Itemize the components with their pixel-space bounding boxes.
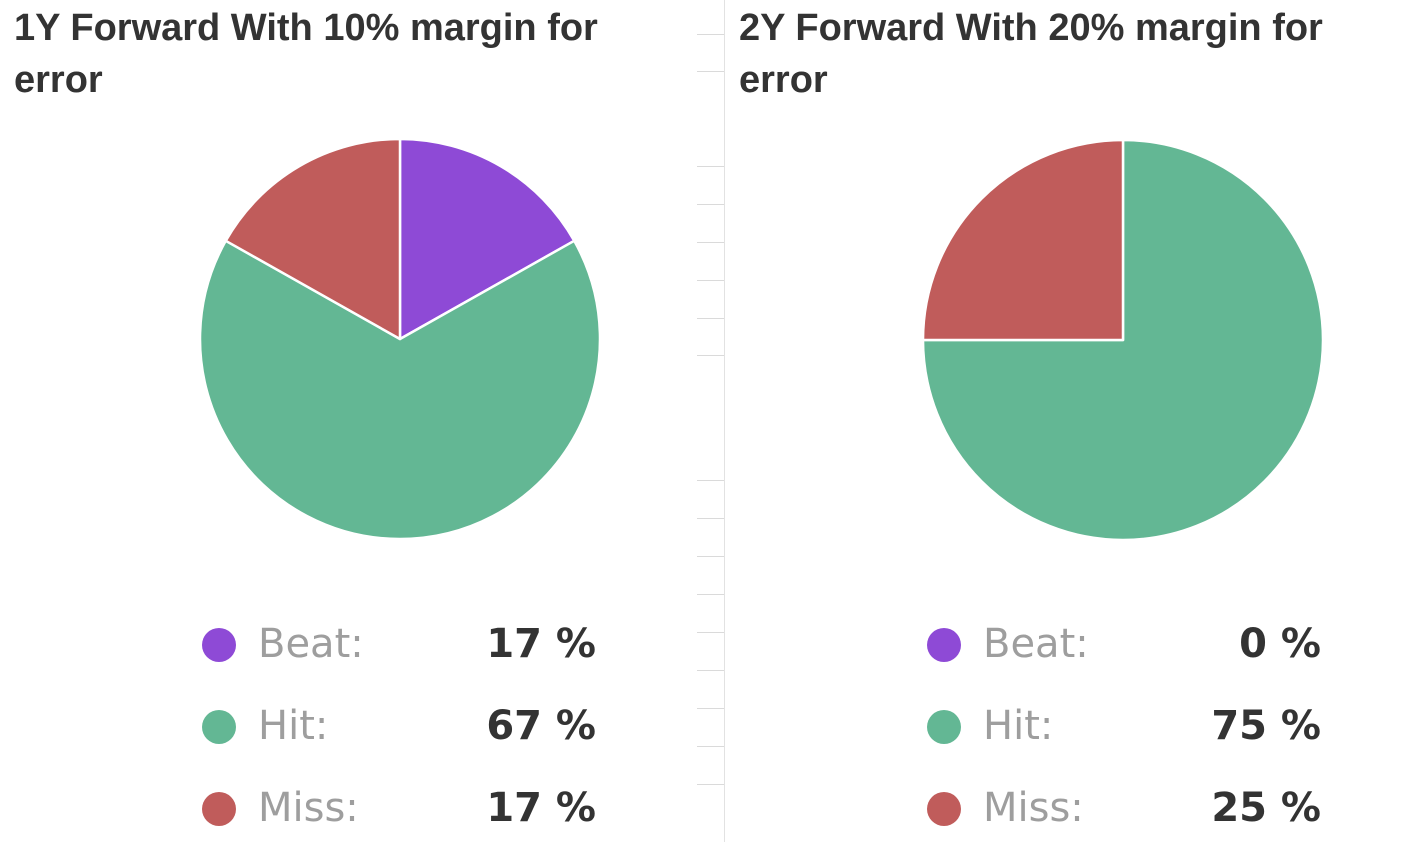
legend-value: 67 %: [486, 703, 596, 749]
divider-tick: [697, 670, 724, 671]
legend-swatch-miss: [202, 792, 236, 826]
legend-item-beat: Beat: 17 %: [200, 604, 620, 686]
legend-swatch-miss: [927, 792, 961, 826]
divider-tick: [697, 518, 724, 519]
divider-tick: [697, 71, 724, 72]
legend-swatch-hit: [927, 710, 961, 744]
legend-item-hit: Hit: 75 %: [925, 686, 1345, 768]
legend-label: Miss:: [258, 785, 359, 831]
pie-slice-beat: [398, 137, 576, 341]
legend-value: 17 %: [486, 785, 596, 831]
divider-tick: [697, 480, 724, 481]
divider-tick: [697, 166, 724, 167]
legend-swatch-beat: [927, 628, 961, 662]
chart-panel-2y: 2Y Forward With 20% margin for error Bea…: [725, 0, 1418, 842]
pie-slice-hit: [198, 239, 602, 541]
legend-item-hit: Hit: 67 %: [200, 686, 620, 768]
legend-label: Hit:: [258, 703, 329, 749]
legend-value: 17 %: [486, 621, 596, 667]
legend-value: 0 %: [1239, 621, 1321, 667]
legend: Beat: 0 % Hit: 75 % Miss: 25 %: [925, 604, 1345, 850]
pie-chart: [198, 137, 602, 541]
divider-tick: [697, 594, 724, 595]
legend: Beat: 17 % Hit: 67 % Miss: 17 %: [200, 604, 620, 850]
legend-label: Hit:: [983, 703, 1054, 749]
divider-tick: [697, 708, 724, 709]
chart-panel-1y: 1Y Forward With 10% margin for error Bea…: [14, 7, 602, 831]
divider-tick: [697, 242, 724, 243]
divider-tick: [697, 632, 724, 633]
divider-tick: [697, 34, 724, 35]
chart-title: 1Y Forward With 10% margin for error: [14, 7, 598, 101]
legend-label: Beat:: [983, 621, 1089, 667]
legend-swatch-beat: [202, 628, 236, 662]
pie-slice-miss: [921, 138, 1125, 342]
legend-value: 25 %: [1211, 785, 1321, 831]
legend-label: Miss:: [983, 785, 1084, 831]
panel-divider: [724, 0, 725, 842]
pie-slice-hit: [921, 138, 1325, 542]
divider-tick: [697, 746, 724, 747]
legend-item-miss: Miss: 17 %: [200, 768, 620, 850]
divider-tick: [697, 784, 724, 785]
divider-tick: [697, 355, 724, 356]
pie-slice-miss: [224, 137, 402, 341]
divider-tick: [697, 556, 724, 557]
legend-item-miss: Miss: 25 %: [925, 768, 1345, 850]
legend-label: Beat:: [258, 621, 364, 667]
legend-value: 75 %: [1211, 703, 1321, 749]
divider-tick: [697, 280, 724, 281]
legend-item-beat: Beat: 0 %: [925, 604, 1345, 686]
pie-chart: [921, 138, 1325, 542]
chart-title: 2Y Forward With 20% margin for error: [739, 7, 1323, 101]
divider-tick: [697, 204, 724, 205]
legend-swatch-hit: [202, 710, 236, 744]
divider-tick: [697, 318, 724, 319]
